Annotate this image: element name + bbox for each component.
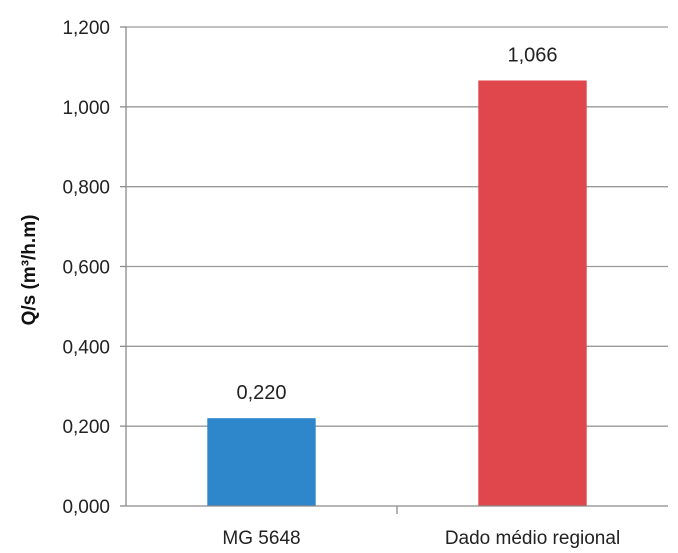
data-labels: 0,220 1,066: [236, 44, 557, 404]
y-tick-label: 1,000: [62, 98, 110, 119]
bar-1: [207, 418, 316, 506]
bar-2: [478, 80, 587, 506]
y-tick-label: 1,200: [62, 18, 110, 39]
data-label: 1,066: [507, 44, 557, 66]
y-tick-label: 0,400: [62, 337, 110, 358]
category-label: MG 5648: [222, 528, 300, 549]
category-label: Dado médio regional: [445, 528, 620, 549]
bars: [207, 80, 587, 506]
category-labels: MG 5648 Dado médio regional: [222, 528, 620, 549]
y-tick-label: 0,800: [62, 178, 110, 199]
axes: [120, 26, 668, 514]
y-tick-label: 0,000: [62, 497, 110, 518]
y-tick-label: 0,600: [62, 258, 110, 279]
y-tick-label: 0,200: [62, 417, 110, 438]
data-label: 0,220: [236, 382, 286, 404]
y-tick-labels: 0,000 0,200 0,400 0,600 0,800 1,000 1,200: [62, 18, 110, 518]
y-axis-label: Q/s (m³/h.m): [19, 215, 40, 326]
